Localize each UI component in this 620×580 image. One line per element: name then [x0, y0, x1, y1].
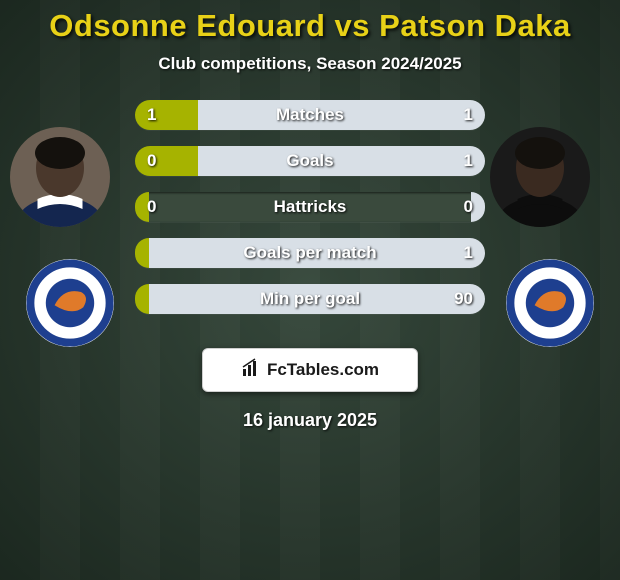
stat-label: Matches [135, 100, 485, 130]
source-badge-text: FcTables.com [267, 360, 379, 380]
stat-row: 0 Hattricks 0 [135, 192, 485, 222]
stat-bars: 1 Matches 1 0 Goals 1 0 Hattricks 0 Goal… [135, 100, 485, 330]
stat-label: Goals [135, 146, 485, 176]
stat-label: Hattricks [135, 192, 485, 222]
stat-right-value: 90 [454, 284, 473, 314]
stat-right-value: 1 [464, 146, 473, 176]
stat-row: Goals per match 1 [135, 238, 485, 268]
stat-row: 0 Goals 1 [135, 146, 485, 176]
stat-label: Min per goal [135, 284, 485, 314]
snapshot-date: 16 january 2025 [0, 410, 620, 431]
comparison-arena: 1 Matches 1 0 Goals 1 0 Hattricks 0 Goal… [0, 100, 620, 330]
stat-row: Min per goal 90 [135, 284, 485, 314]
stat-right-value: 0 [464, 192, 473, 222]
club-right-crest [506, 259, 594, 347]
source-badge: FcTables.com [202, 348, 418, 392]
player-right-avatar [490, 127, 590, 227]
stat-right-value: 1 [464, 238, 473, 268]
comparison-subtitle: Club competitions, Season 2024/2025 [0, 54, 620, 74]
stat-row: 1 Matches 1 [135, 100, 485, 130]
bar-chart-icon [241, 358, 261, 383]
club-left-crest [26, 259, 114, 347]
stat-label: Goals per match [135, 238, 485, 268]
comparison-title: Odsonne Edouard vs Patson Daka [0, 0, 620, 44]
player-left-avatar [10, 127, 110, 227]
stat-right-value: 1 [464, 100, 473, 130]
